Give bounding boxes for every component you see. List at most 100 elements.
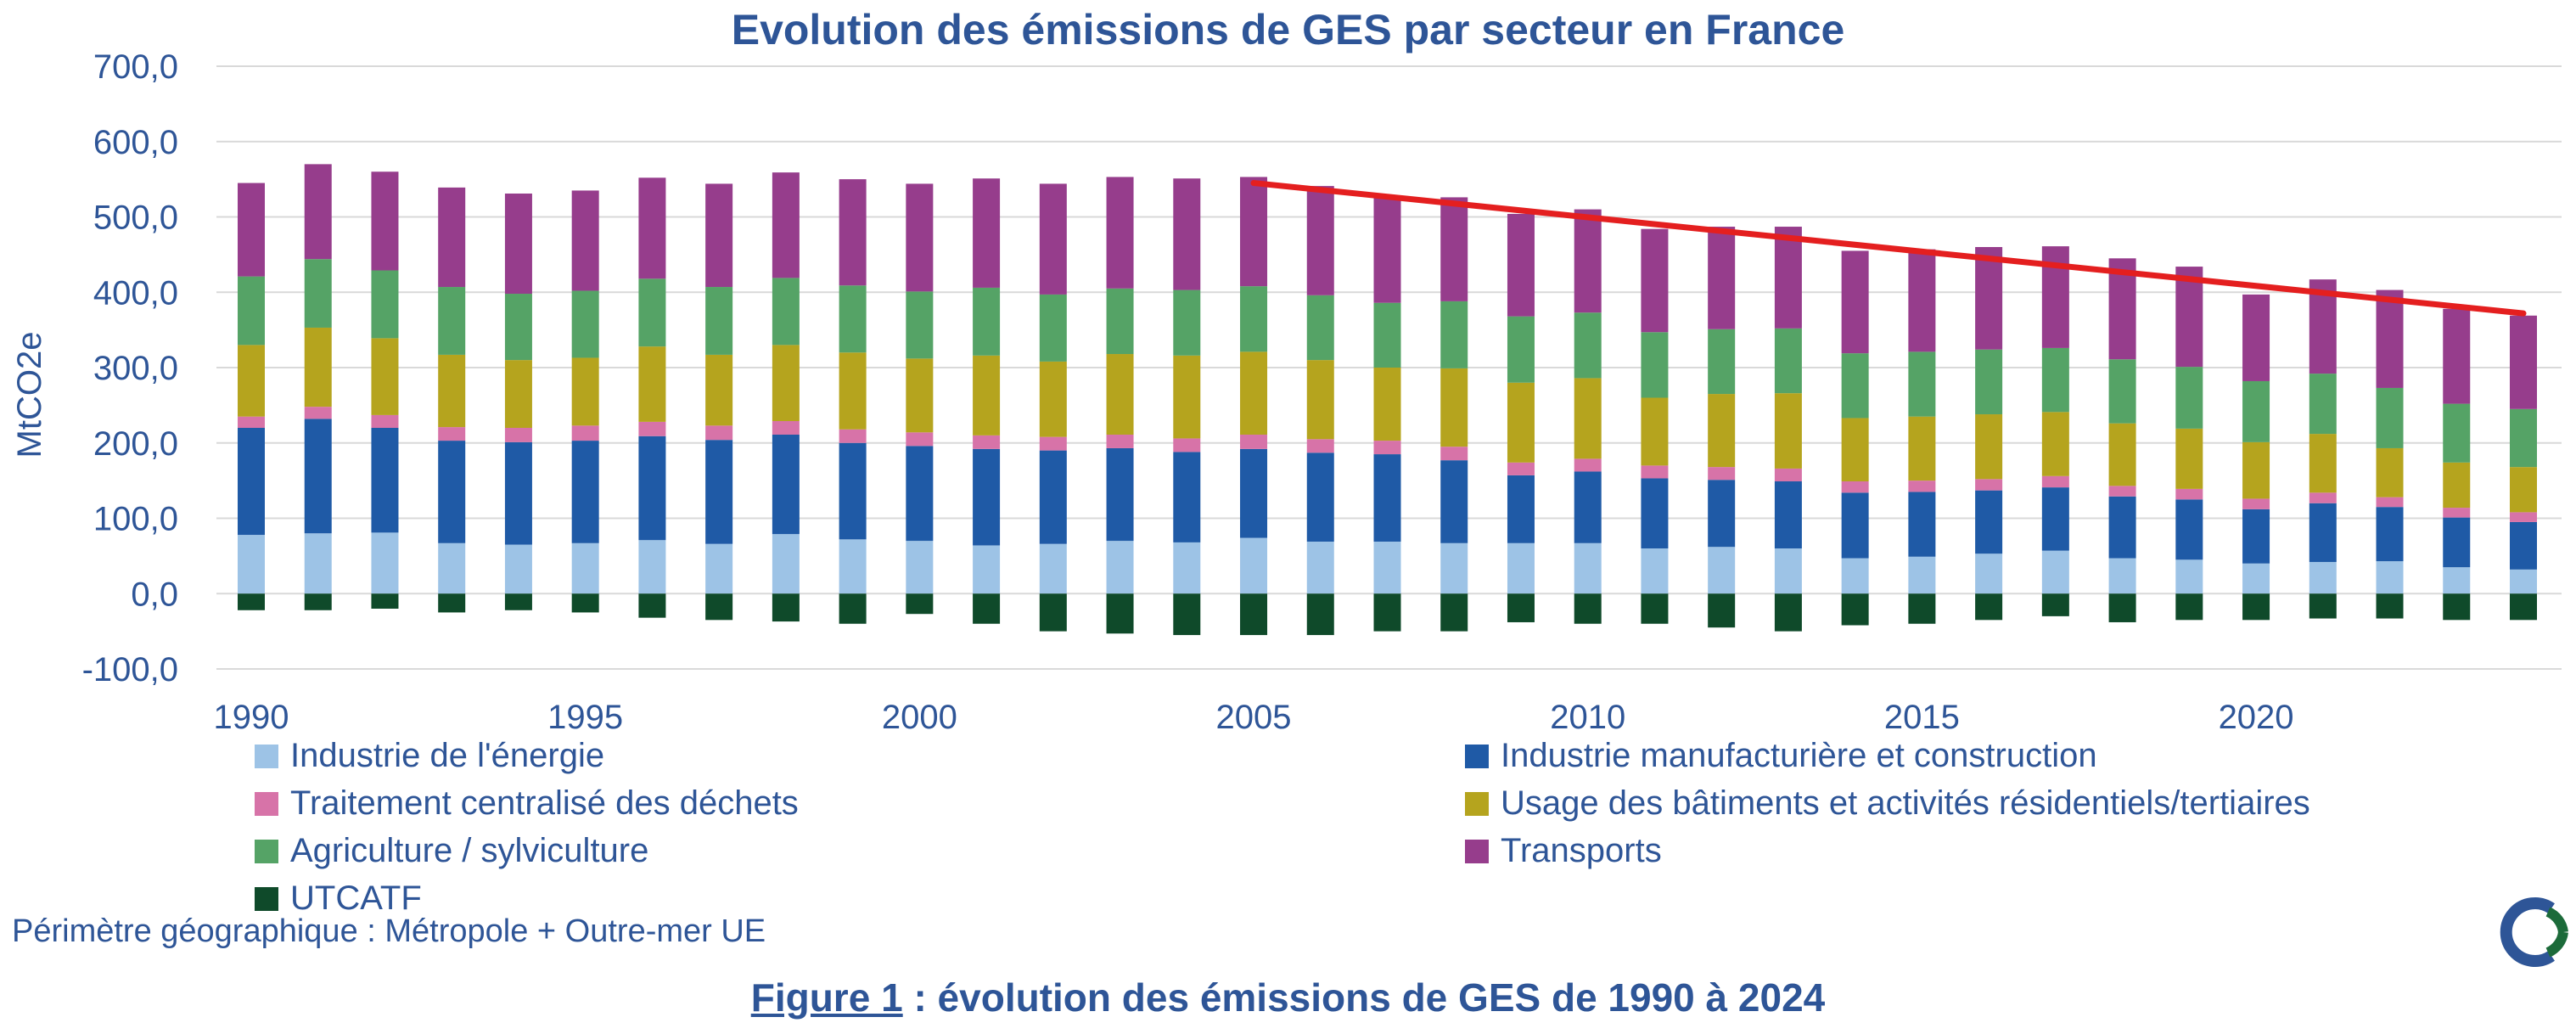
bar-segment bbox=[772, 534, 800, 594]
bar-segment bbox=[2510, 315, 2537, 409]
bar-segment bbox=[571, 593, 599, 613]
bar-segment bbox=[1039, 294, 1067, 362]
trend-line bbox=[1250, 180, 2527, 317]
bar-segment bbox=[371, 532, 399, 594]
bar-segment bbox=[2376, 289, 2404, 388]
bar-segment bbox=[1841, 481, 1869, 493]
bar-segment bbox=[1774, 328, 1802, 394]
bar-segment bbox=[1373, 542, 1401, 594]
bar-segment bbox=[1574, 471, 1602, 543]
bar-segment bbox=[1908, 249, 1936, 352]
bar-segment bbox=[2041, 475, 2069, 488]
legend-item-manufacturiere: Industrie manufacturière et construction bbox=[1465, 737, 2097, 775]
bar-segment bbox=[2175, 367, 2203, 429]
bar-segment bbox=[1306, 593, 1334, 636]
bar-segment bbox=[2175, 488, 2203, 500]
bar-segment bbox=[906, 432, 934, 447]
bar-segment bbox=[2175, 593, 2203, 621]
bar-segment bbox=[1574, 458, 1602, 472]
bar-segment bbox=[2510, 467, 2537, 513]
bar-segment bbox=[638, 177, 666, 279]
bar-segment bbox=[2175, 559, 2203, 594]
bar-segment bbox=[238, 428, 265, 536]
bar-segment bbox=[973, 178, 1001, 288]
bar-segment bbox=[1039, 543, 1067, 594]
legend-item-energie: Industrie de l'énergie bbox=[255, 737, 604, 775]
bar-segment bbox=[2242, 498, 2270, 509]
bar-segment bbox=[1507, 316, 1535, 383]
bar-segment bbox=[2242, 441, 2270, 499]
bar-segment bbox=[1774, 227, 1802, 329]
bar-segment bbox=[1574, 312, 1602, 379]
bar-segment bbox=[1774, 593, 1802, 632]
bar-segment bbox=[1106, 447, 1134, 542]
bar-segment bbox=[238, 183, 265, 277]
bar-segment bbox=[1908, 480, 1936, 492]
bar-segment bbox=[1039, 361, 1067, 437]
bar-segment bbox=[638, 540, 666, 594]
bar-segment bbox=[304, 533, 332, 594]
legend-item-agriculture: Agriculture / sylviculture bbox=[255, 832, 648, 870]
bar-segment bbox=[1440, 460, 1468, 543]
bar-segment bbox=[571, 441, 599, 543]
legend-swatch bbox=[255, 744, 278, 768]
figure-caption-prefix: Figure 1 bbox=[750, 975, 903, 1020]
bar-segment bbox=[371, 270, 399, 339]
bar-segment bbox=[906, 183, 934, 292]
bar-segment bbox=[1039, 436, 1067, 451]
y-tick-label: 100,0 bbox=[93, 501, 178, 538]
legend-label: Usage des bâtiments et activités résiden… bbox=[1501, 784, 2310, 822]
bar-segment bbox=[1240, 286, 1268, 352]
x-tick-label: 2010 bbox=[1550, 699, 1625, 736]
bar-segment bbox=[1039, 593, 1067, 632]
trend-line-group bbox=[1250, 180, 2527, 317]
bar-segment bbox=[1306, 452, 1334, 542]
bar-segment bbox=[1641, 593, 1669, 624]
bar-segment bbox=[1173, 178, 1201, 290]
bar-segment bbox=[1373, 302, 1401, 368]
bar-segment bbox=[504, 193, 532, 295]
bar-segment bbox=[571, 357, 599, 426]
bar-segment bbox=[1774, 481, 1802, 548]
bar-segment bbox=[2242, 509, 2270, 564]
y-tick-label: -100,0 bbox=[82, 651, 178, 688]
bar-segment bbox=[1306, 439, 1334, 453]
bar-segment bbox=[1440, 301, 1468, 368]
bar-segment bbox=[1908, 416, 1936, 481]
legend-swatch bbox=[1465, 744, 1489, 768]
bar-segment bbox=[2041, 550, 2069, 594]
bar-segment bbox=[438, 542, 466, 594]
bar-segment bbox=[504, 593, 532, 610]
bar-segment bbox=[2443, 517, 2471, 568]
bar-segment bbox=[1173, 438, 1201, 452]
bar-segment bbox=[1507, 542, 1535, 594]
bar-segment bbox=[1841, 492, 1869, 559]
bar-segment bbox=[1841, 353, 1869, 419]
bar-segment bbox=[1306, 295, 1334, 361]
bar-segment bbox=[1908, 351, 1936, 417]
bar-segment bbox=[2443, 403, 2471, 463]
bar-segment bbox=[304, 164, 332, 260]
legend-swatch bbox=[255, 791, 278, 816]
bar-segment bbox=[1173, 542, 1201, 594]
bar-segment bbox=[638, 436, 666, 541]
bar-segment bbox=[1975, 349, 2003, 415]
bar-segment bbox=[1240, 448, 1268, 538]
bar-segment bbox=[1106, 177, 1134, 289]
bar-segment bbox=[1039, 183, 1067, 295]
x-axis-ticks: 1990 1995 2000 2005 2010 2015 2020 bbox=[214, 699, 2294, 736]
y-tick-label: 0,0 bbox=[131, 576, 178, 613]
bar-segment bbox=[371, 338, 399, 415]
bar-segment bbox=[705, 287, 733, 355]
bar-segment bbox=[1373, 195, 1401, 303]
y-tick-label: 200,0 bbox=[93, 425, 178, 463]
bar-segment bbox=[1173, 452, 1201, 542]
bar-segment bbox=[839, 442, 867, 540]
bar-segment bbox=[705, 543, 733, 594]
x-tick-label: 2000 bbox=[882, 699, 957, 736]
bar-segment bbox=[2309, 593, 2337, 619]
bar-segment bbox=[1975, 490, 2003, 554]
bar-segment bbox=[1774, 468, 1802, 482]
bar-segment bbox=[1774, 548, 1802, 594]
bar-segment bbox=[705, 425, 733, 441]
